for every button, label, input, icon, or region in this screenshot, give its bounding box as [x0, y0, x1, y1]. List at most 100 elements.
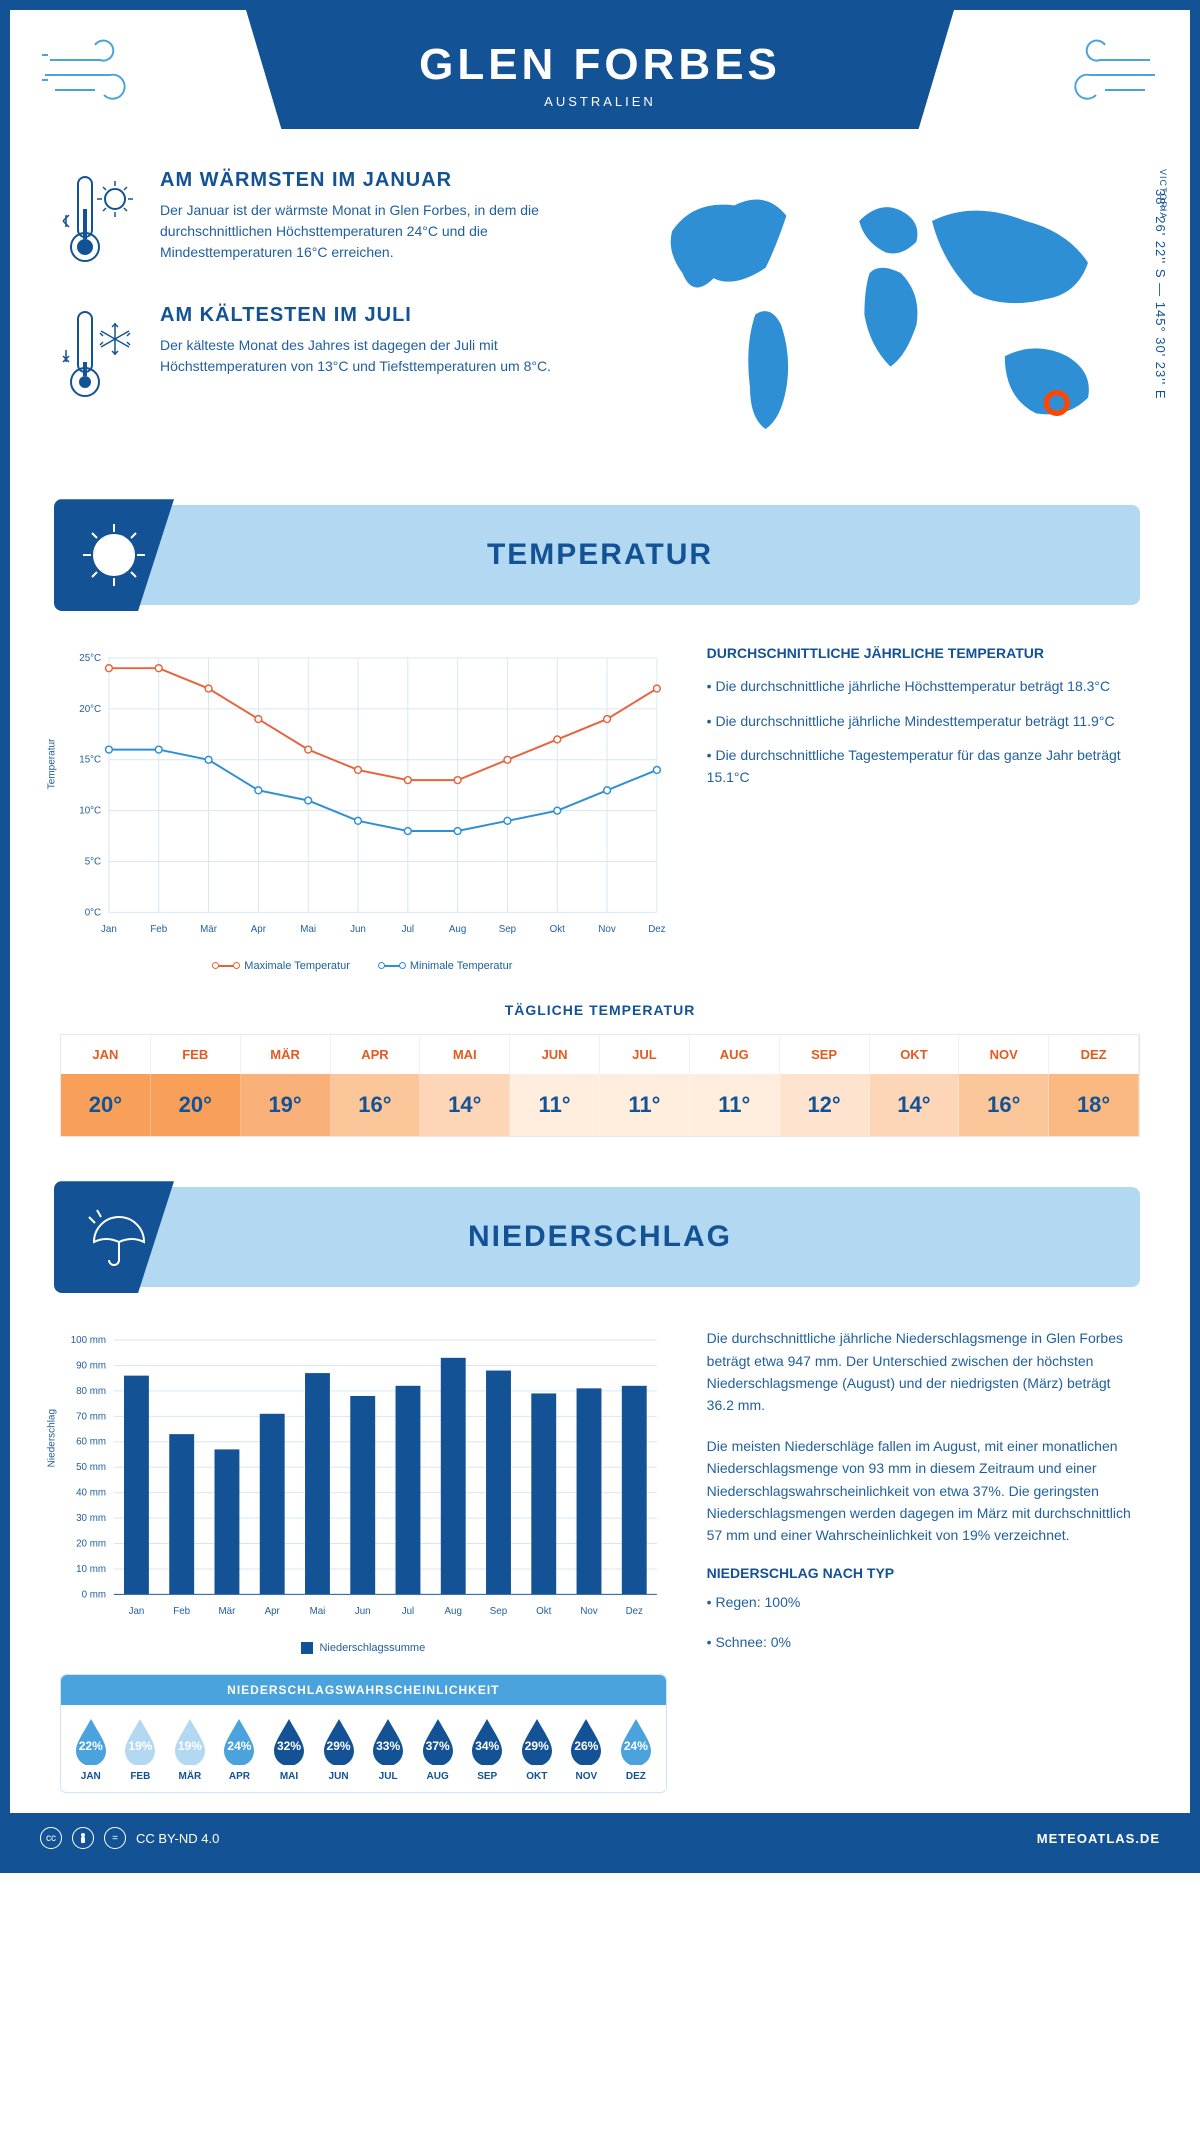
svg-text:Jul: Jul — [402, 924, 414, 935]
svg-text:Jan: Jan — [101, 924, 117, 935]
svg-text:Sep: Sep — [499, 924, 517, 935]
page-subtitle: AUSTRALIEN — [246, 94, 954, 109]
by-icon — [72, 1827, 94, 1849]
svg-text:Jan: Jan — [129, 1606, 145, 1617]
svg-text:90 mm: 90 mm — [76, 1361, 106, 1372]
svg-text:10 mm: 10 mm — [76, 1564, 106, 1575]
precip-text: Die durchschnittliche jährliche Niedersc… — [707, 1327, 1140, 1417]
legend-precip: Niederschlagssumme — [319, 1642, 425, 1654]
svg-text:Jun: Jun — [350, 924, 366, 935]
daily-month-header: NOV — [959, 1035, 1049, 1074]
wind-icon — [1050, 30, 1160, 115]
svg-text:Jul: Jul — [402, 1606, 414, 1617]
daily-month-header: OKT — [870, 1035, 960, 1074]
daily-month-header: AUG — [690, 1035, 780, 1074]
daily-temp-cell: 11° — [600, 1074, 690, 1136]
svg-text:70 mm: 70 mm — [76, 1411, 106, 1422]
thermometer-snow-icon — [60, 304, 140, 409]
precip-type-title: NIEDERSCHLAG NACH TYP — [707, 1565, 1140, 1581]
svg-text:100 mm: 100 mm — [71, 1335, 106, 1346]
svg-text:Dez: Dez — [648, 924, 665, 935]
prob-drop: 24% APR — [216, 1717, 264, 1782]
precip-type: • Regen: 100% — [707, 1591, 1140, 1613]
warmest-title: AM WÄRMSTEN IM JANUAR — [160, 169, 580, 192]
prob-drop: 26% NOV — [563, 1717, 611, 1782]
daily-temp-table: JANFEBMÄRAPRMAIJUNJULAUGSEPOKTNOVDEZ20°2… — [60, 1034, 1140, 1137]
svg-text:30 mm: 30 mm — [76, 1513, 106, 1524]
section-title: TEMPERATUR — [487, 538, 713, 572]
section-title: NIEDERSCHLAG — [468, 1220, 732, 1254]
svg-text:10°C: 10°C — [79, 806, 101, 817]
daily-temp-cell: 14° — [420, 1074, 510, 1136]
prob-drop: 33% JUL — [364, 1717, 412, 1782]
svg-text:Aug: Aug — [449, 924, 466, 935]
page: GLEN FORBES AUSTRALIEN AM WÄRMSTEN I — [0, 0, 1200, 1873]
daily-month-header: SEP — [780, 1035, 870, 1074]
temp-facts-title: DURCHSCHNITTLICHE JÄHRLICHE TEMPERATUR — [707, 645, 1140, 661]
svg-text:Sep: Sep — [490, 1606, 508, 1617]
daily-temp-cell: 11° — [510, 1074, 600, 1136]
daily-month-header: MAI — [420, 1035, 510, 1074]
temperature-chart: Temperatur 0°C5°C10°C15°C20°C25°CJanFebM… — [60, 645, 667, 972]
daily-month-header: MÄR — [241, 1035, 331, 1074]
umbrella-icon — [79, 1202, 149, 1272]
temp-fact: • Die durchschnittliche Tagestemperatur … — [707, 744, 1140, 789]
svg-text:80 mm: 80 mm — [76, 1386, 106, 1397]
daily-month-header: JUN — [510, 1035, 600, 1074]
daily-temp-cell: 20° — [151, 1074, 241, 1136]
precipitation-chart: Niederschlag 0 mm10 mm20 mm30 mm40 mm50 … — [60, 1327, 667, 1654]
precip-text: Die meisten Niederschläge fallen im Augu… — [707, 1435, 1140, 1547]
svg-text:15°C: 15°C — [79, 755, 101, 766]
svg-text:60 mm: 60 mm — [76, 1437, 106, 1448]
prob-drop: 34% SEP — [463, 1717, 511, 1782]
svg-text:Nov: Nov — [598, 924, 615, 935]
svg-text:25°C: 25°C — [79, 653, 101, 664]
section-header-temperature: TEMPERATUR — [60, 505, 1140, 605]
daily-month-header: JAN — [61, 1035, 151, 1074]
svg-text:50 mm: 50 mm — [76, 1462, 106, 1473]
svg-text:Feb: Feb — [150, 924, 167, 935]
daily-temp-cell: 16° — [331, 1074, 421, 1136]
svg-text:0 mm: 0 mm — [82, 1590, 106, 1601]
wind-icon — [40, 30, 150, 115]
svg-text:20°C: 20°C — [79, 704, 101, 715]
site-name: METEOATLAS.DE — [1037, 1831, 1160, 1846]
coordinates: 38° 26' 22'' S — 145° 30' 23'' E — [1153, 189, 1168, 400]
svg-text:Okt: Okt — [550, 924, 565, 935]
header-banner: GLEN FORBES AUSTRALIEN — [246, 10, 954, 129]
svg-text:Dez: Dez — [626, 1606, 643, 1617]
prob-drop: 37% AUG — [414, 1717, 462, 1782]
prob-drop: 24% DEZ — [612, 1717, 660, 1782]
coldest-text: Der kälteste Monat des Jahres ist dagege… — [160, 335, 580, 377]
svg-text:Feb: Feb — [173, 1606, 190, 1617]
svg-text:Apr: Apr — [251, 924, 267, 935]
cc-icon: cc — [40, 1827, 62, 1849]
prob-drop: 29% OKT — [513, 1717, 561, 1782]
daily-temp-cell: 19° — [241, 1074, 331, 1136]
temp-fact: • Die durchschnittliche jährliche Höchst… — [707, 675, 1140, 697]
svg-text:Nov: Nov — [580, 1606, 597, 1617]
svg-text:5°C: 5°C — [85, 857, 101, 868]
prob-drop: 19% MÄR — [166, 1717, 214, 1782]
legend-min: Minimale Temperatur — [410, 960, 513, 972]
daily-temp-cell: 14° — [870, 1074, 960, 1136]
sun-icon — [79, 520, 149, 590]
daily-month-header: JUL — [600, 1035, 690, 1074]
svg-text:Mär: Mär — [219, 1606, 237, 1617]
svg-text:20 mm: 20 mm — [76, 1539, 106, 1550]
prob-drop: 22% JAN — [67, 1717, 115, 1782]
svg-text:40 mm: 40 mm — [76, 1488, 106, 1499]
footer: cc = CC BY-ND 4.0 METEOATLAS.DE — [10, 1813, 1190, 1863]
prob-title: NIEDERSCHLAGSWAHRSCHEINLICHKEIT — [61, 1675, 666, 1705]
svg-text:Okt: Okt — [536, 1606, 551, 1617]
prob-drop: 32% MAI — [265, 1717, 313, 1782]
daily-month-header: DEZ — [1049, 1035, 1139, 1074]
daily-temp-cell: 16° — [959, 1074, 1049, 1136]
temp-fact: • Die durchschnittliche jährliche Mindes… — [707, 710, 1140, 732]
daily-temp-cell: 12° — [780, 1074, 870, 1136]
prob-drop: 29% JUN — [315, 1717, 363, 1782]
daily-temp-title: TÄGLICHE TEMPERATUR — [60, 1002, 1140, 1018]
svg-text:Apr: Apr — [265, 1606, 281, 1617]
legend-max: Maximale Temperatur — [244, 960, 350, 972]
warmest-text: Der Januar ist der wärmste Monat in Glen… — [160, 200, 580, 263]
